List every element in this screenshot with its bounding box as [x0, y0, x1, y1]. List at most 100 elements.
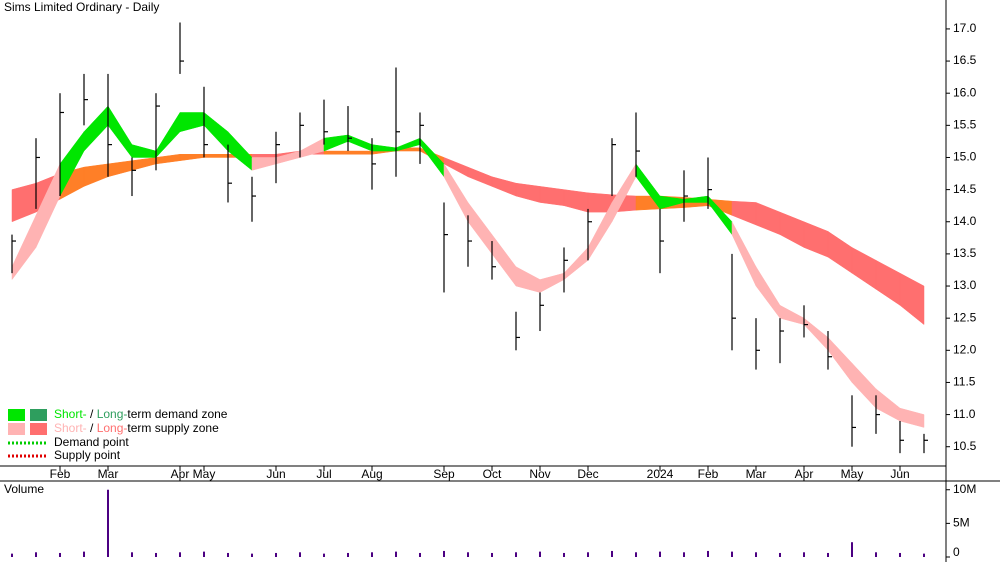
volume-bar [635, 552, 637, 557]
volume-bar [11, 553, 13, 557]
long-zone [347, 150, 373, 155]
volume-bar [827, 552, 829, 557]
x-tick-label: Jul [316, 467, 331, 481]
y-tick-label: 12.5 [953, 310, 977, 324]
volume-bar [851, 542, 853, 557]
legend-swatch [30, 423, 47, 435]
legend-label: Demand point [54, 435, 129, 449]
volume-bar [323, 553, 325, 557]
volume-bar [899, 552, 901, 557]
volume-bar [683, 552, 685, 557]
y-tick-label: 5M [953, 516, 970, 530]
volume-bar [203, 551, 205, 557]
x-tick-label: May [841, 467, 864, 481]
volume-bar [131, 552, 133, 557]
volume-bar [731, 551, 733, 557]
volume-bar [59, 552, 61, 557]
legend-text: term supply zone [127, 421, 219, 435]
x-tick-label: Aug [361, 467, 382, 481]
legend-label: Supply point [54, 448, 121, 462]
volume-title: Volume [4, 482, 44, 496]
volume-bar [491, 552, 493, 557]
y-tick-label: 13.5 [953, 246, 977, 260]
long-zone [203, 154, 229, 158]
volume-bar [251, 553, 253, 557]
x-tick-label: Dec [577, 467, 598, 481]
legend-swatch [8, 423, 25, 435]
legend-text: Short- [54, 421, 87, 435]
x-tick-label: Sep [433, 467, 455, 481]
volume-bar [155, 552, 157, 557]
y-tick-label: 13.0 [953, 278, 977, 292]
x-tick-label: Jun [266, 467, 285, 481]
y-tick-label: 16.5 [953, 53, 977, 67]
volume-bar [779, 552, 781, 557]
x-tick-label: Feb [50, 467, 71, 481]
legend-text: Short- [54, 407, 87, 421]
y-tick-label: 0 [953, 545, 960, 559]
short-zone [899, 407, 925, 428]
legend-swatch [8, 409, 25, 421]
y-tick-label: 10.5 [953, 439, 977, 453]
legend-swatch [30, 409, 47, 421]
volume-bar [299, 552, 301, 557]
volume-bar [443, 550, 445, 557]
legend-text: Long- [97, 407, 128, 421]
y-tick-label: 15.5 [953, 118, 977, 132]
legend-label: Short- / Long-term supply zone [54, 421, 219, 435]
volume-bar [587, 552, 589, 557]
x-tick-label: Oct [483, 467, 502, 481]
x-tick-label: 2024 [647, 467, 674, 481]
long-zone [899, 272, 925, 326]
y-tick-label: 11.0 [953, 407, 976, 421]
long-zone [251, 154, 277, 158]
volume-bar [35, 552, 37, 557]
long-zone [323, 150, 349, 155]
x-tick-label: Jun [890, 467, 909, 481]
volume-bar [515, 552, 517, 557]
legend-text: / [87, 407, 97, 421]
x-tick-label: Feb [698, 467, 719, 481]
volume-bar [707, 550, 709, 557]
legend-text: / [87, 421, 97, 435]
y-tick-label: 14.5 [953, 182, 977, 196]
volume-bar [275, 552, 277, 557]
y-tick-label: 12.0 [953, 342, 977, 356]
long-zone [539, 186, 565, 206]
volume-bar [875, 552, 877, 557]
volume-bar [371, 552, 373, 557]
y-tick-label: 14.0 [953, 214, 977, 228]
volume-bar [395, 551, 397, 557]
x-tick-label: May [193, 467, 216, 481]
volume-bar [419, 552, 421, 557]
legend-text: term demand zone [127, 407, 227, 421]
volume-bar [659, 551, 661, 557]
volume-bar [611, 550, 613, 557]
y-tick-label: 11.5 [953, 375, 976, 389]
volume-bar [539, 551, 541, 557]
x-tick-label: Apr [171, 467, 190, 481]
volume-bar [803, 552, 805, 557]
x-tick-label: Mar [98, 467, 119, 481]
volume-bar [755, 552, 757, 557]
y-tick-label: 10M [953, 482, 976, 496]
volume-bar [923, 553, 925, 557]
y-tick-label: 15.0 [953, 150, 977, 164]
volume-bar [467, 552, 469, 557]
x-tick-label: Mar [746, 467, 767, 481]
volume-bar [83, 551, 85, 557]
y-tick-label: 17.0 [953, 21, 977, 35]
legend-text: Long- [97, 421, 128, 435]
legend-label: Short- / Long-term demand zone [54, 407, 228, 421]
volume-bar [347, 552, 349, 557]
volume-bar [563, 552, 565, 557]
x-tick-label: Nov [529, 467, 550, 481]
chart-title: Sims Limited Ordinary - Daily [4, 0, 159, 14]
volume-bar [227, 552, 229, 557]
y-tick-label: 16.0 [953, 85, 977, 99]
volume-bar [179, 552, 181, 557]
volume-bar [107, 489, 109, 557]
x-tick-label: Apr [795, 467, 814, 481]
